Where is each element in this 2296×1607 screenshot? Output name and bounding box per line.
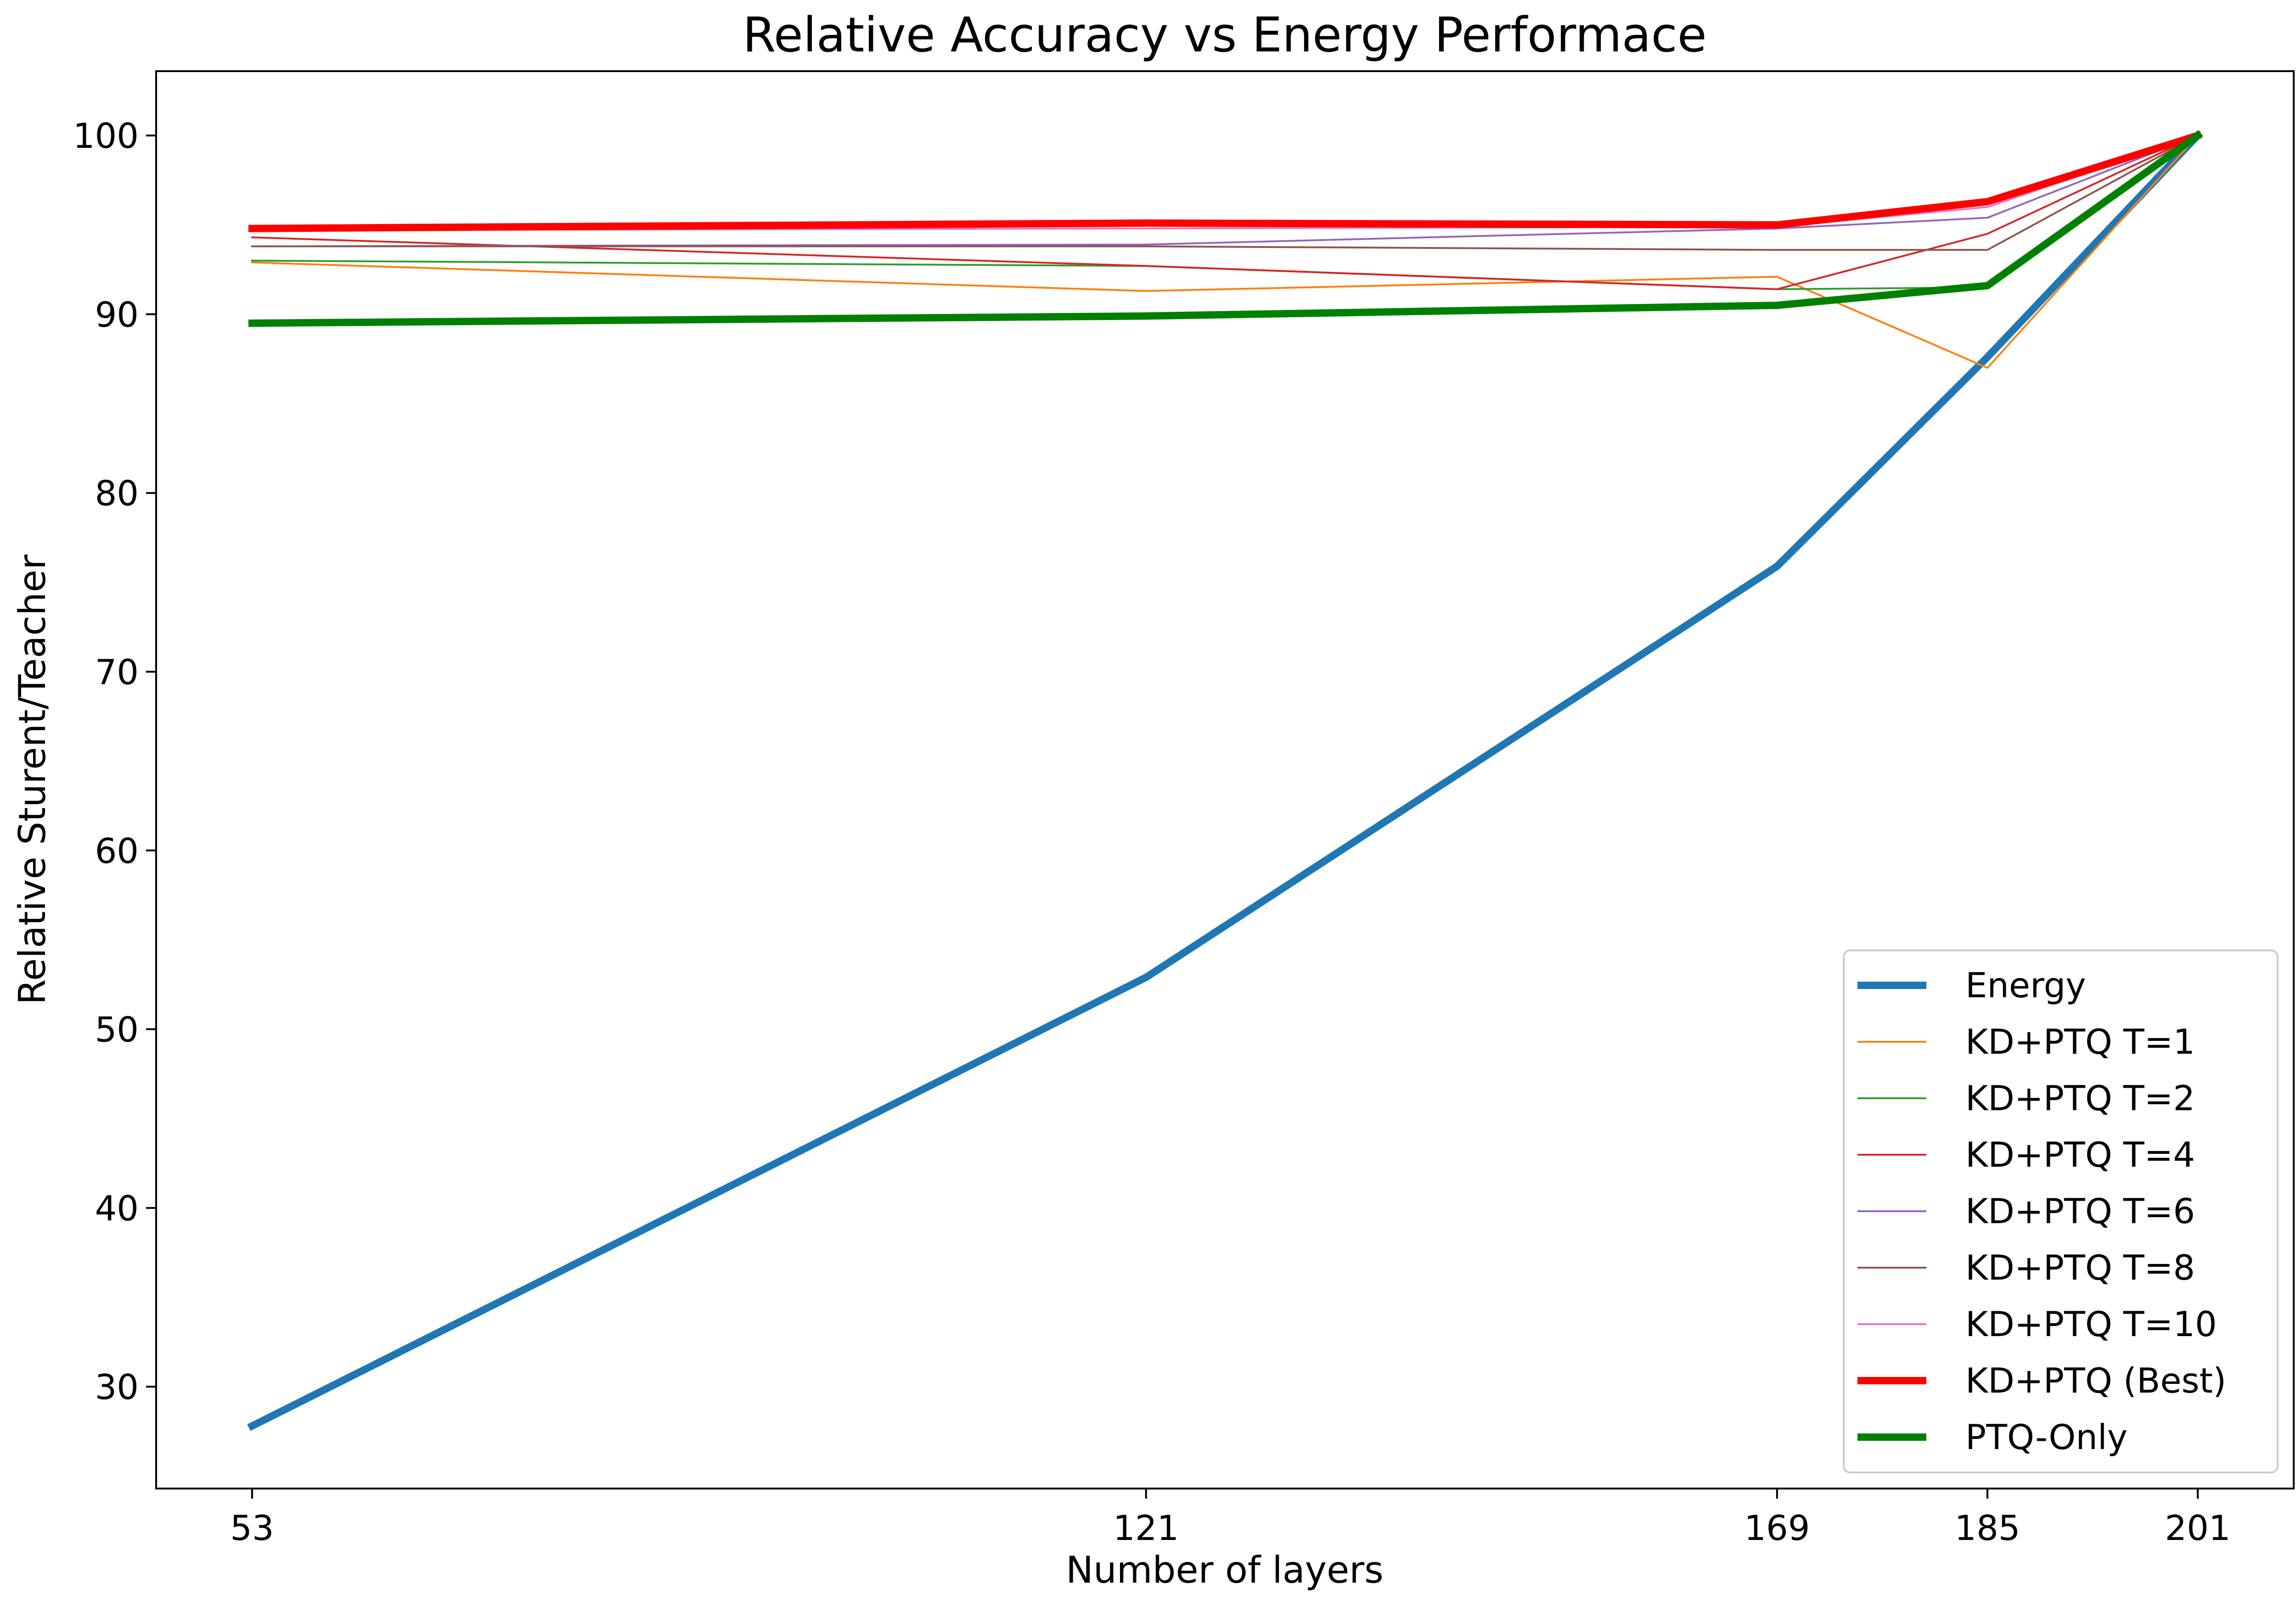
y-axis: 30 40 50 60 70 80 90 100 xyxy=(73,116,156,1407)
legend-label-kd-ptq-t-10: KD+PTQ T=10 xyxy=(1965,1304,2217,1344)
legend-label-kd-ptq-t-4: KD+PTQ T=4 xyxy=(1965,1135,2195,1175)
legend-label-ptq-only: PTQ-Only xyxy=(1965,1417,2127,1457)
series-line-kd-ptq-t-1 xyxy=(251,134,2199,369)
plot-frame xyxy=(155,70,2295,1489)
chart-title: Relative Accuracy vs Energy Performace xyxy=(743,7,1706,63)
y-tick-label: 70 xyxy=(95,652,139,692)
y-tick-label: 40 xyxy=(95,1188,139,1229)
legend-box xyxy=(1843,950,2279,1473)
series-lines xyxy=(247,130,2203,1431)
x-axis: 53 121 169 185 201 xyxy=(230,1489,2231,1548)
y-axis-label: Relative Sturent/Teacher xyxy=(11,555,54,1005)
y-tick-label: 30 xyxy=(95,1367,139,1407)
legend-label-kd-ptq-t-1: KD+PTQ T=1 xyxy=(1965,1022,2195,1062)
x-tick-label: 201 xyxy=(2165,1508,2230,1548)
x-tick-label: 185 xyxy=(1954,1508,2020,1548)
y-tick-label: 90 xyxy=(95,294,139,335)
legend-label-kd-ptq-t-6: KD+PTQ T=6 xyxy=(1965,1191,2195,1231)
legend-label-energy: Energy xyxy=(1965,965,2086,1006)
series-line-ptq-only xyxy=(248,130,2203,327)
y-tick-label: 50 xyxy=(95,1010,139,1050)
legend-label-kd-ptq-t-2: KD+PTQ T=2 xyxy=(1965,1078,2195,1118)
series-line-kd-ptq-best xyxy=(248,131,2203,232)
x-tick-label: 121 xyxy=(1113,1508,1179,1548)
legend-label-kd-ptq-best: KD+PTQ (Best) xyxy=(1965,1360,2226,1401)
x-axis-label: Number of layers xyxy=(1066,1549,1384,1591)
x-tick-label: 53 xyxy=(230,1508,274,1548)
y-tick-label: 100 xyxy=(73,116,139,156)
legend: Energy KD+PTQ T=1 KD+PTQ T=2 KD+PTQ T=4 KD+P… xyxy=(1843,950,2279,1473)
y-tick-label: 60 xyxy=(95,831,139,871)
series-line-kd-ptq-t-4 xyxy=(251,134,2199,290)
y-tick-label: 80 xyxy=(95,473,139,514)
series-line-energy xyxy=(247,130,2203,1431)
series-line-kd-ptq-t-8 xyxy=(251,134,2199,251)
legend-label-kd-ptq-t-8: KD+PTQ T=8 xyxy=(1965,1247,2195,1288)
x-tick-label: 169 xyxy=(1744,1508,1810,1548)
